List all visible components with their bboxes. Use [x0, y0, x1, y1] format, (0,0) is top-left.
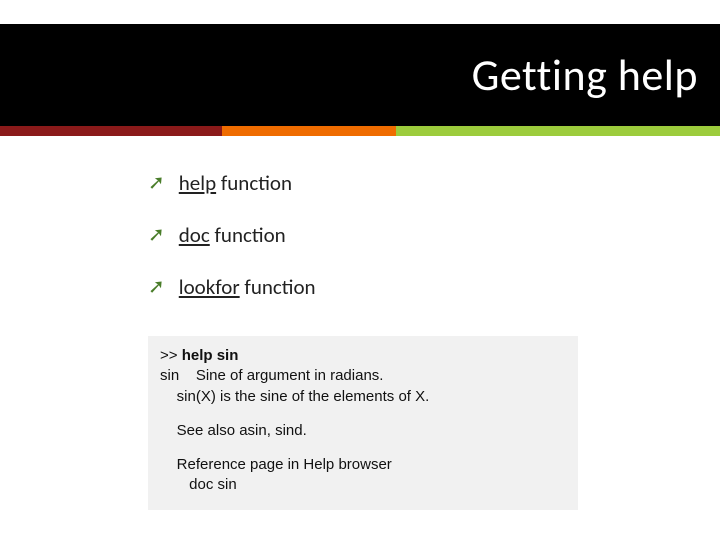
bullet-text: lookfor function — [179, 274, 316, 300]
accent-segment-2 — [222, 126, 396, 136]
bullet-command: lookfor — [179, 274, 240, 300]
code-block: >> help sin sin Sine of argument in radi… — [148, 336, 578, 510]
arrow-icon: ➚ — [148, 225, 165, 245]
code-gap — [160, 441, 566, 455]
bullet-command: doc — [179, 222, 210, 248]
code-line: sin(X) is the sine of the elements of X. — [160, 387, 566, 407]
bullet-suffix: function — [216, 170, 292, 196]
code-line: doc sin — [160, 475, 566, 495]
arrow-icon: ➚ — [148, 277, 165, 297]
bullet-text: help function — [179, 170, 292, 196]
header-band: Getting help — [0, 24, 720, 126]
bullet-item: ➚ doc function — [148, 222, 680, 248]
code-line: Reference page in Help browser — [160, 455, 566, 475]
bullet-suffix: function — [240, 274, 316, 300]
slide: Getting help ➚ help function ➚ doc funct… — [0, 0, 720, 540]
code-line: sin Sine of argument in radians. — [160, 366, 566, 386]
typed-command: help sin — [182, 347, 239, 364]
bullet-item: ➚ help function — [148, 170, 680, 196]
arrow-icon: ➚ — [148, 173, 165, 193]
bullet-list: ➚ help function ➚ doc function ➚ lookfor… — [148, 170, 680, 300]
bullet-item: ➚ lookfor function — [148, 274, 680, 300]
bullet-text: doc function — [179, 222, 286, 248]
code-line: >> help sin — [160, 346, 566, 366]
page-title: Getting help — [472, 48, 698, 102]
code-gap — [160, 407, 566, 421]
accent-segment-1 — [0, 126, 222, 136]
accent-segment-3 — [396, 126, 720, 136]
prompt: >> — [160, 347, 182, 364]
bullet-suffix: function — [210, 222, 286, 248]
code-line: See also asin, sind. — [160, 421, 566, 441]
accent-bar — [0, 126, 720, 136]
bullet-command: help — [179, 170, 216, 196]
